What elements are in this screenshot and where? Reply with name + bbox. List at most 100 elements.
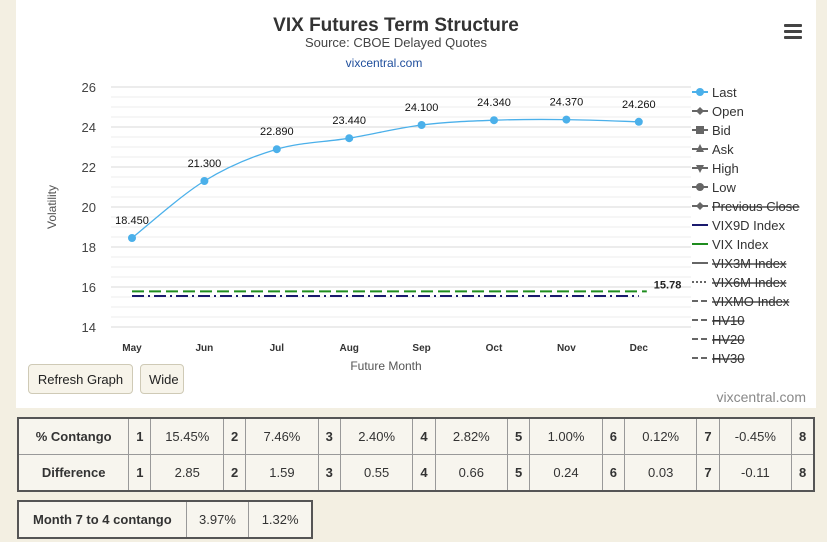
y-tick-label: 14 [82, 320, 96, 335]
y-tick-label: 26 [82, 80, 96, 95]
legend-item[interactable]: VIXMO Index [692, 294, 790, 309]
month-number: 8 [791, 454, 815, 492]
legend-item[interactable]: Bid [692, 123, 731, 138]
source-link[interactable]: vixcentral.com [346, 56, 423, 70]
month-contango-table: Month 7 to 4 contango 3.97% 1.32% [17, 500, 313, 539]
last-data-point[interactable] [562, 115, 571, 124]
legend-item[interactable]: HV20 [692, 332, 745, 347]
month-number: 3 [317, 417, 341, 455]
data-label: 21.300 [188, 158, 222, 170]
legend-label: Open [712, 104, 744, 119]
table-cell: 2.40% [339, 417, 414, 455]
last-data-point[interactable] [128, 234, 136, 242]
table-cell: 7.46% [245, 417, 319, 455]
legend-item[interactable]: HV10 [692, 313, 745, 328]
legend-marker [696, 126, 704, 134]
table-cell: 0.03 [623, 454, 698, 492]
chart-menu-icon[interactable] [784, 24, 802, 40]
x-tick-label: Aug [339, 343, 358, 354]
x-tick-label: Dec [630, 343, 649, 354]
last-data-point[interactable] [345, 134, 354, 143]
y-tick-label: 22 [82, 160, 96, 175]
legend-marker [696, 107, 704, 115]
refresh-graph-button[interactable]: Refresh Graph [28, 364, 133, 394]
legend-label: Previous Close [712, 199, 799, 214]
legend-item[interactable]: HV30 [692, 351, 745, 366]
last-data-point[interactable] [272, 145, 281, 154]
legend-item[interactable]: VIX9D Index [692, 218, 785, 233]
month-contango-value: 1.32% [248, 500, 313, 539]
y-tick-label: 20 [82, 200, 96, 215]
month-number: 4 [412, 417, 436, 455]
legend-label: Low [712, 180, 736, 195]
table-row: % Contango 1 15.45% 2 7.46% 3 2.40% 4 2.82% 5 1.00… [17, 417, 815, 455]
month-contango-label: Month 7 to 4 contango [17, 500, 187, 539]
y-tick-label: 18 [82, 240, 96, 255]
legend-label: VIX9D Index [712, 218, 785, 233]
legend-item[interactable]: Previous Close [692, 199, 799, 214]
month-number: 7 [696, 417, 720, 455]
legend-label: HV10 [712, 313, 745, 328]
table-cell: 2.82% [434, 417, 509, 455]
legend-marker [696, 88, 704, 96]
x-tick-label: Oct [486, 343, 503, 354]
month-number: 8 [791, 417, 815, 455]
table-cell: 0.55 [339, 454, 414, 492]
vix-index-label: 15.78 [654, 279, 682, 291]
x-axis-title: Future Month [350, 359, 421, 373]
data-label: 24.340 [477, 97, 511, 109]
y-tick-label: 24 [82, 120, 96, 135]
y-tick-label: 16 [82, 280, 96, 295]
legend-label: Bid [712, 123, 731, 138]
month-number: 2 [223, 454, 247, 492]
legend-marker [696, 202, 704, 210]
legend-item[interactable]: Last [692, 85, 737, 100]
legend-label: HV20 [712, 332, 745, 347]
y-axis: 14 16 18 20 22 24 26 [82, 80, 96, 335]
legend-label: Ask [712, 142, 734, 157]
legend-item[interactable]: Low [692, 180, 736, 195]
month-contango-value: 3.97% [185, 500, 250, 539]
legend-label: VIX3M Index [712, 256, 787, 271]
grid-lines [111, 86, 691, 328]
x-tick-label: Nov [557, 343, 576, 354]
chart-title: VIX Futures Term Structure [273, 15, 519, 36]
chart-panel: VIX Futures Term Structure Source: CBOE … [16, 0, 816, 408]
wide-button[interactable]: Wide [140, 364, 184, 394]
legend-label: HV30 [712, 351, 745, 366]
legend-item[interactable]: High [692, 161, 739, 176]
month-number: 4 [412, 454, 436, 492]
last-data-point[interactable] [200, 177, 209, 185]
month-number: 5 [507, 417, 531, 455]
month-number: 6 [601, 454, 625, 492]
series-layer: 15.78 18.450 21.300 22.890 23.440 24.100 24.34… [115, 97, 682, 297]
month-number: 6 [601, 417, 625, 455]
month-number: 1 [128, 417, 152, 455]
last-data-point[interactable] [490, 116, 498, 125]
data-label: 18.450 [115, 215, 149, 227]
legend-item[interactable]: Ask [692, 142, 734, 157]
last-data-point[interactable] [417, 121, 426, 129]
last-data-point[interactable] [634, 117, 643, 126]
table-cell: -0.45% [718, 417, 793, 455]
table-cell: 0.24 [529, 454, 603, 492]
legend-item[interactable]: VIX Index [692, 237, 769, 252]
legend-item[interactable]: VIX3M Index [692, 256, 787, 271]
month-number: 3 [317, 454, 341, 492]
legend-item[interactable]: Open [692, 104, 744, 119]
table-cell: 1.00% [529, 417, 603, 455]
row-label: % Contango [17, 417, 130, 455]
table-cell: -0.11 [718, 454, 793, 492]
chart-subtitle: Source: CBOE Delayed Quotes [305, 35, 488, 50]
x-axis: May Jun Jul Aug Sep Oct Nov Dec [122, 343, 648, 354]
table-cell: 2.85 [150, 454, 225, 492]
month-number: 1 [128, 454, 152, 492]
table-row: Difference 1 2.85 2 1.59 3 0.55 4 0.66 5 0.24 6 0.03… [17, 454, 815, 492]
chart-legend: Last Open Bid Ask High Low Previous Close VIX9D… [692, 85, 799, 366]
month-number: 5 [507, 454, 531, 492]
month-number: 7 [696, 454, 720, 492]
chart-credit[interactable]: vixcentral.com [717, 389, 806, 405]
legend-item[interactable]: VIX6M Index [692, 275, 787, 290]
legend-label: VIX6M Index [712, 275, 787, 290]
x-tick-label: May [122, 343, 142, 354]
